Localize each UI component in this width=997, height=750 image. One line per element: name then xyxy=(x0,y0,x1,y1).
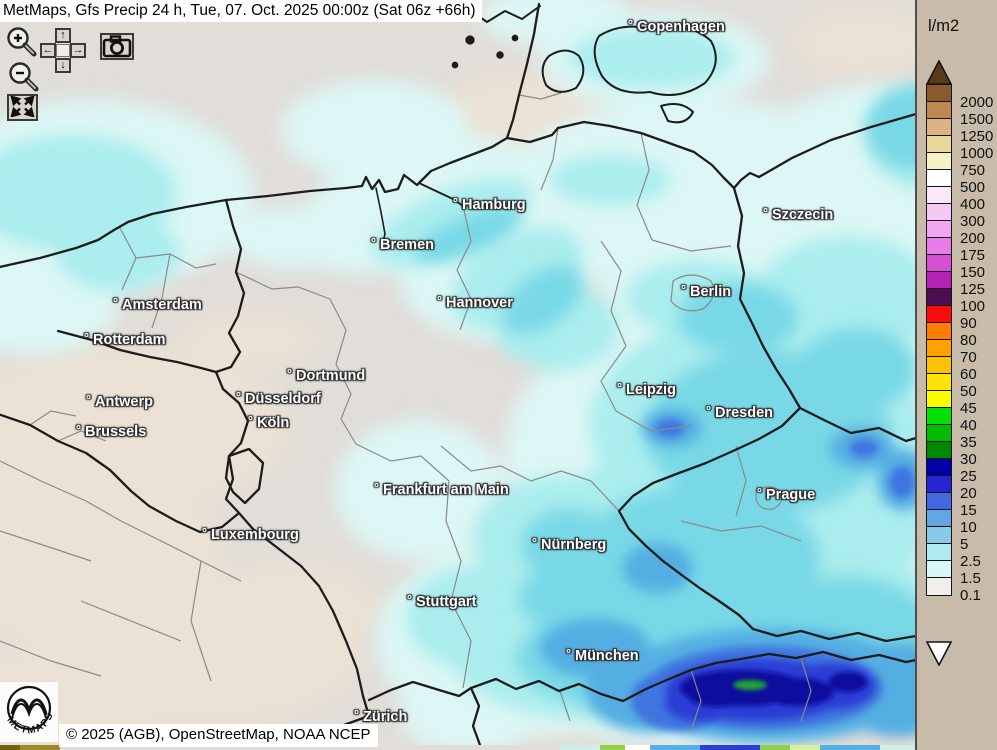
legend-block-200: 200 xyxy=(926,220,985,247)
legend-block-20: 20 xyxy=(926,475,977,502)
camera-icon xyxy=(102,35,132,58)
legend-block-10: 10 xyxy=(926,509,977,536)
legend-block-1000: 1000 xyxy=(926,135,993,162)
screenshot-button[interactable] xyxy=(100,33,134,60)
legend-block-90: 90 xyxy=(926,305,977,332)
legend-tick-label: 20 xyxy=(960,484,977,502)
map-edge-strip xyxy=(0,745,915,750)
pan-down-button[interactable]: ↓ xyxy=(55,58,71,73)
legend-tick-label: 1250 xyxy=(960,127,994,145)
legend-unit-label: l/m2 xyxy=(928,17,960,35)
legend-block-5: 5 xyxy=(926,526,968,553)
fullscreen-button[interactable] xyxy=(7,94,38,121)
legend-tick-label: 35 xyxy=(960,433,977,451)
zoom-out-button[interactable] xyxy=(7,60,41,94)
legend-block-175: 175 xyxy=(926,237,985,264)
legend-tick-label: 30 xyxy=(960,450,977,468)
legend-block-500: 500 xyxy=(926,169,985,196)
legend-tick-label: 2000 xyxy=(960,93,994,111)
fullscreen-icon xyxy=(10,95,35,118)
legend-tick-label: 750 xyxy=(960,161,986,179)
legend-block-40: 40 xyxy=(926,407,977,434)
legend-tick-label: 5 xyxy=(960,535,969,553)
legend-block-150: 150 xyxy=(926,254,985,281)
legend-block-60: 60 xyxy=(926,356,977,383)
legend-bar: 2000 1500 1250 1000 750 500 400 300 200 175 150 125… xyxy=(926,84,993,604)
legend-block-50: 50 xyxy=(926,373,977,400)
precip-peak xyxy=(733,680,767,690)
legend-block-35: 35 xyxy=(926,424,977,451)
legend-arrow-down xyxy=(926,641,952,666)
legend-block-2000: 2000 xyxy=(926,84,993,111)
legend-block-70: 70 xyxy=(926,339,977,366)
legend-panel: l/m2 2000 1500 1250 1000 750 500 400 300 200 175 1… xyxy=(915,0,997,750)
legend-tick-label: 45 xyxy=(960,399,977,417)
legend-block-80: 80 xyxy=(926,322,977,349)
legend-block-30: 30 xyxy=(926,441,977,468)
legend-tick-label: 10 xyxy=(960,518,977,536)
legend-block-0.1: 0.1 xyxy=(926,577,981,604)
legend-block-45: 45 xyxy=(926,390,977,417)
legend-block-15: 15 xyxy=(926,492,977,519)
legend-block-25: 25 xyxy=(926,458,977,485)
legend-tick-label: 1.5 xyxy=(960,569,981,587)
legend-tick-label: 70 xyxy=(960,348,977,366)
legend-block-1500: 1500 xyxy=(926,101,993,128)
legend-tick-label: 90 xyxy=(960,314,977,332)
attribution: © 2025 (AGB), OpenStreetMap, NOAA NCEP xyxy=(59,724,378,747)
pan-up-button[interactable]: ↑ xyxy=(55,28,71,43)
legend-tick-label: 2.5 xyxy=(960,552,981,570)
legend-arrow-up xyxy=(926,60,952,85)
pan-center xyxy=(56,44,70,57)
legend-tick-label: 125 xyxy=(960,280,986,298)
legend-block-125: 125 xyxy=(926,271,985,298)
legend-tick-label: 80 xyxy=(960,331,977,349)
legend-tick-label: 500 xyxy=(960,178,986,196)
legend-tick-label: 175 xyxy=(960,246,986,264)
legend-tick-label: 40 xyxy=(960,416,977,434)
metmaps-logo: METMAPS xyxy=(0,682,58,742)
pan-control: ↑ ← → ↓ xyxy=(40,28,90,78)
legend-block-1250: 1250 xyxy=(926,118,993,145)
legend-tick-label: 15 xyxy=(960,501,977,519)
legend-block-1.5: 1.5 xyxy=(926,560,981,587)
pan-right-button[interactable]: → xyxy=(70,43,86,58)
legend-tick-label: 0.1 xyxy=(960,586,981,604)
state-borders xyxy=(0,92,812,732)
legend-block-300: 300 xyxy=(926,203,985,230)
pan-left-button[interactable]: ← xyxy=(40,43,56,58)
legend-tick-label: 1000 xyxy=(960,144,994,162)
map-title: MetMaps, Gfs Precip 24 h, Tue, 07. Oct. … xyxy=(0,0,482,22)
legend-tick-label: 60 xyxy=(960,365,977,383)
legend-tick-label: 200 xyxy=(960,229,986,247)
legend-tick-label: 50 xyxy=(960,382,977,400)
legend-block-750: 750 xyxy=(926,152,985,179)
zoom-in-button[interactable] xyxy=(5,25,39,59)
legend-tick-label: 150 xyxy=(960,263,986,281)
legend-block-2.5: 2.5 xyxy=(926,543,981,570)
legend-tick-label: 100 xyxy=(960,297,986,315)
legend-tick-label: 300 xyxy=(960,212,986,230)
legend-tick-label: 400 xyxy=(960,195,986,213)
legend-block-400: 400 xyxy=(926,186,985,213)
legend-tick-label: 1500 xyxy=(960,110,994,128)
legend-block-100: 100 xyxy=(926,288,985,315)
legend-tick-label: 25 xyxy=(960,467,977,485)
